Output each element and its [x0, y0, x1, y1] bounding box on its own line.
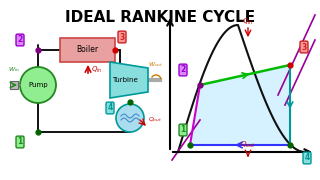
Text: 3: 3 — [301, 42, 307, 51]
Text: Boiler: Boiler — [76, 46, 99, 55]
Text: 1: 1 — [180, 125, 186, 134]
Text: $Q_{in}$: $Q_{in}$ — [242, 17, 254, 27]
Circle shape — [116, 104, 144, 132]
Text: 2: 2 — [17, 35, 23, 44]
Text: Pump: Pump — [28, 82, 48, 88]
Polygon shape — [110, 62, 148, 98]
Text: 2: 2 — [180, 66, 186, 75]
Text: IDEAL RANKINE CYCLE: IDEAL RANKINE CYCLE — [65, 10, 255, 25]
Text: 4: 4 — [108, 103, 113, 112]
Text: $Q_{out}$: $Q_{out}$ — [148, 116, 162, 124]
Polygon shape — [190, 65, 290, 145]
Text: 4: 4 — [304, 154, 310, 163]
Text: 3: 3 — [119, 33, 124, 42]
Text: $W_{in}$: $W_{in}$ — [8, 66, 20, 75]
Text: 1: 1 — [17, 138, 23, 147]
Circle shape — [20, 67, 56, 103]
FancyBboxPatch shape — [10, 81, 18, 89]
FancyBboxPatch shape — [60, 38, 115, 62]
Text: $W_{out}$: $W_{out}$ — [148, 60, 164, 69]
Text: $Q_{in}$: $Q_{in}$ — [91, 65, 103, 75]
Text: $Q_{out}$: $Q_{out}$ — [240, 140, 256, 150]
Text: Turbine: Turbine — [112, 77, 138, 83]
